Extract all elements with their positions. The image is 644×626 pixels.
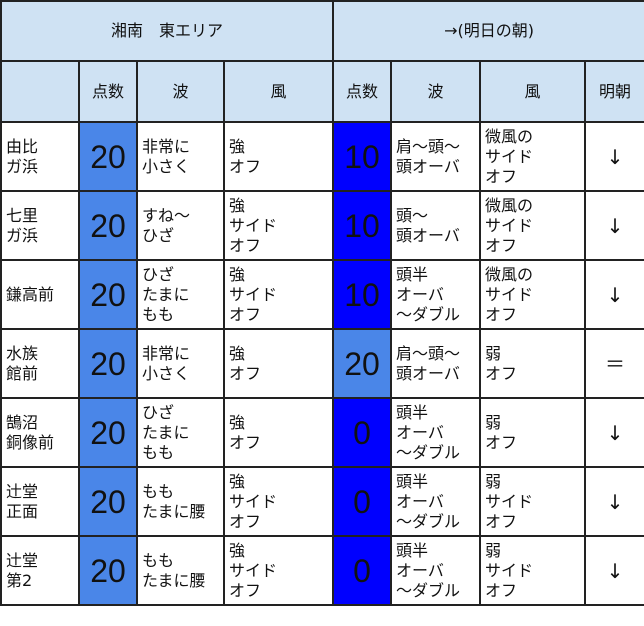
cell-tomorrow-wave: 頭半 オーバ 〜ダブル xyxy=(390,259,482,330)
cell-score: 20 xyxy=(78,121,138,192)
cell-trend: ↓ xyxy=(584,190,644,261)
cell-tomorrow-wind: 微風の サイド オフ xyxy=(479,259,587,330)
cell-trend: ↓ xyxy=(584,466,644,537)
cell-tomorrow-score: 0 xyxy=(332,466,393,537)
cell-wind: 強 オフ xyxy=(222,328,335,399)
cell-place: 鎌高前 xyxy=(0,259,80,330)
cell-tomorrow-score: 0 xyxy=(332,535,393,606)
cell-place: 辻堂 正面 xyxy=(0,466,80,537)
cell-wind: 強 サイド オフ xyxy=(222,535,335,606)
cell-tomorrow-wave: 頭半 オーバ 〜ダブル xyxy=(390,535,482,606)
column-header-trend: 明朝 xyxy=(584,60,644,123)
column-header-place xyxy=(0,60,80,123)
cell-place: 由比 ガ浜 xyxy=(0,121,80,192)
cell-wave: 非常に 小さく xyxy=(136,121,225,192)
cell-tomorrow-score: 20 xyxy=(332,328,393,399)
cell-tomorrow-wind: 弱 サイド オフ xyxy=(479,466,587,537)
cell-score: 20 xyxy=(78,190,138,261)
cell-wind: 強 サイド オフ xyxy=(222,466,335,537)
cell-wind: 強 オフ xyxy=(222,121,335,192)
area-title: 湘南 東エリア xyxy=(0,0,335,62)
cell-wave: すね〜 ひざ xyxy=(136,190,225,261)
cell-score: 20 xyxy=(78,259,138,330)
cell-wind: 強 オフ xyxy=(222,397,335,468)
column-header-wind: 風 xyxy=(222,60,335,123)
cell-trend: ↓ xyxy=(584,259,644,330)
cell-wave: 非常に 小さく xyxy=(136,328,225,399)
cell-trend: ↓ xyxy=(584,121,644,192)
cell-tomorrow-wave: 頭半 オーバ 〜ダブル xyxy=(390,466,482,537)
column-header-tomorrow-wind: 風 xyxy=(479,60,587,123)
column-header-wave: 波 xyxy=(136,60,225,123)
cell-score: 20 xyxy=(78,328,138,399)
table-row: 水族 館前 20 非常に 小さく強 オフ 20 肩〜頭〜 頭オーバ弱 オフ＝ xyxy=(0,328,644,399)
cell-place: 辻堂 第2 xyxy=(0,535,80,606)
column-header-tomorrow-wave: 波 xyxy=(390,60,482,123)
column-header-tomorrow-score: 点数 xyxy=(332,60,393,123)
cell-trend: ↓ xyxy=(584,535,644,606)
cell-tomorrow-wave: 肩〜頭〜 頭オーバ xyxy=(390,121,482,192)
cell-score: 20 xyxy=(78,397,138,468)
cell-tomorrow-wave: 肩〜頭〜 頭オーバ xyxy=(390,328,482,399)
tomorrow-title: →(明日の朝) xyxy=(332,0,644,62)
cell-tomorrow-score: 10 xyxy=(332,121,393,192)
cell-tomorrow-wind: 弱 オフ xyxy=(479,328,587,399)
cell-tomorrow-wave: 頭半 オーバ 〜ダブル xyxy=(390,397,482,468)
cell-place: 水族 館前 xyxy=(0,328,80,399)
cell-tomorrow-wind: 微風の サイド オフ xyxy=(479,121,587,192)
cell-score: 20 xyxy=(78,466,138,537)
cell-place: 七里 ガ浜 xyxy=(0,190,80,261)
cell-wave: もも たまに腰 xyxy=(136,535,225,606)
cell-trend: ＝ xyxy=(584,328,644,399)
cell-tomorrow-wind: 微風の サイド オフ xyxy=(479,190,587,261)
table-row: 鵠沼 銅像前 20 ひざ たまに もも強 オフ 0 頭半 オーバ 〜ダブル弱 オフ ↓ xyxy=(0,397,644,468)
surf-forecast-table: 湘南 東エリア →(明日の朝) 点数波風点数波風明朝 由比 ガ浜 20 非常に 小さ… xyxy=(0,0,644,606)
cell-trend: ↓ xyxy=(584,397,644,468)
table-row: 辻堂 第2 20 もも たまに腰強 サイド オフ 0 頭半 オーバ 〜ダブル弱 サイド … xyxy=(0,535,644,606)
cell-tomorrow-wind: 弱 オフ xyxy=(479,397,587,468)
cell-wind: 強 サイド オフ xyxy=(222,190,335,261)
cell-tomorrow-score: 10 xyxy=(332,190,393,261)
cell-place: 鵠沼 銅像前 xyxy=(0,397,80,468)
table-row: 由比 ガ浜 20 非常に 小さく強 オフ 10 肩〜頭〜 頭オーバ 微風の サイド オフ ↓ xyxy=(0,121,644,192)
cell-wave: ひざ たまに もも xyxy=(136,397,225,468)
table-row: 鎌高前 20 ひざ たまに もも強 サイド オフ 10 頭半 オーバ 〜ダブル 微風の サ… xyxy=(0,259,644,330)
cell-tomorrow-wind: 弱 サイド オフ xyxy=(479,535,587,606)
cell-tomorrow-wave: 頭〜 頭オーバ xyxy=(390,190,482,261)
column-header-score: 点数 xyxy=(78,60,138,123)
table-row: 七里 ガ浜 20 すね〜 ひざ強 サイド オフ 10 頭〜 頭オーバ 微風の サイド オフ… xyxy=(0,190,644,261)
cell-wave: もも たまに腰 xyxy=(136,466,225,537)
cell-tomorrow-score: 0 xyxy=(332,397,393,468)
table-row: 辻堂 正面 20 もも たまに腰強 サイド オフ 0 頭半 オーバ 〜ダブル弱 サイド … xyxy=(0,466,644,537)
cell-tomorrow-score: 10 xyxy=(332,259,393,330)
cell-score: 20 xyxy=(78,535,138,606)
cell-wave: ひざ たまに もも xyxy=(136,259,225,330)
cell-wind: 強 サイド オフ xyxy=(222,259,335,330)
